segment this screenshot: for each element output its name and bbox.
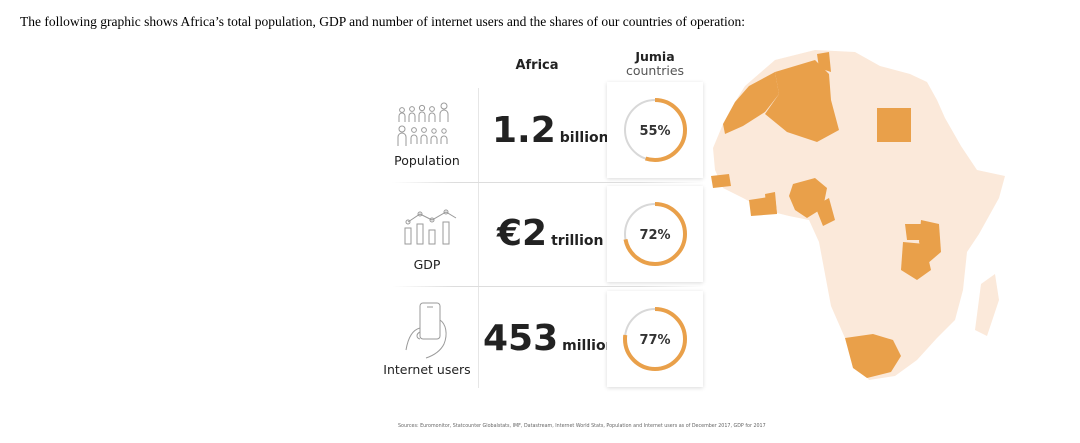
country-uganda (905, 224, 923, 240)
country-cameroon (815, 198, 835, 226)
gauge-label-gdp: 72% (639, 228, 670, 243)
gauge-gdp: 72% (607, 186, 703, 282)
country-morocco (723, 72, 779, 134)
population-number: 1.2 (492, 110, 556, 151)
people-icon (397, 102, 449, 146)
row-divider (392, 286, 702, 287)
gauge-internet-users: 77% (607, 291, 703, 387)
jumia-countries (711, 52, 941, 378)
country-south-africa (845, 334, 901, 378)
growth-chart-icon (404, 209, 457, 245)
country-tanzania (901, 242, 931, 280)
africa-value-internet-users: 453 million (483, 318, 616, 359)
gauge-arc-gdp (623, 202, 687, 266)
gauge-arc-population (623, 98, 687, 162)
column-header-jumia-subtitle: countries (625, 63, 685, 78)
africa-continent-shape (713, 50, 1005, 380)
gdp-unit: trillion (551, 233, 604, 249)
country-algeria (765, 60, 839, 142)
country-senegal (711, 174, 731, 188)
gauge-label-internet-users: 77% (639, 333, 670, 348)
country-ghana (765, 192, 777, 214)
africa-value-population: 1.2 billion (492, 110, 609, 151)
column-divider (478, 88, 479, 388)
gauge-population: 55% (607, 82, 703, 178)
internet-users-unit: million (562, 338, 616, 354)
gdp-number: €2 (497, 213, 548, 254)
row-label-internet-users: Internet users (383, 362, 471, 377)
row-label-population: Population (394, 153, 460, 168)
country-tunisia (817, 52, 831, 72)
gauge-label-population: 55% (639, 124, 670, 139)
row-divider (392, 182, 702, 183)
population-unit: billion (559, 130, 609, 146)
africa-map (711, 50, 1005, 380)
sources-footnote: Sources: Euromonitor, Statcounter Global… (398, 424, 766, 429)
column-header-jumia-title: Jumia (635, 49, 675, 64)
smartphone-hand-icon (405, 302, 447, 359)
internet-users-number: 453 (483, 318, 559, 359)
africa-value-gdp: €2 trillion (497, 213, 604, 254)
gauge-arc-internet-users (623, 307, 687, 371)
column-header-jumia: Jumia countries (610, 50, 700, 78)
row-label-gdp: GDP (413, 257, 441, 272)
column-header-africa: Africa (515, 58, 559, 73)
country-egypt (877, 108, 911, 142)
madagascar-shape (975, 274, 999, 336)
intro-text: The following graphic shows Africa’s tot… (20, 14, 745, 29)
